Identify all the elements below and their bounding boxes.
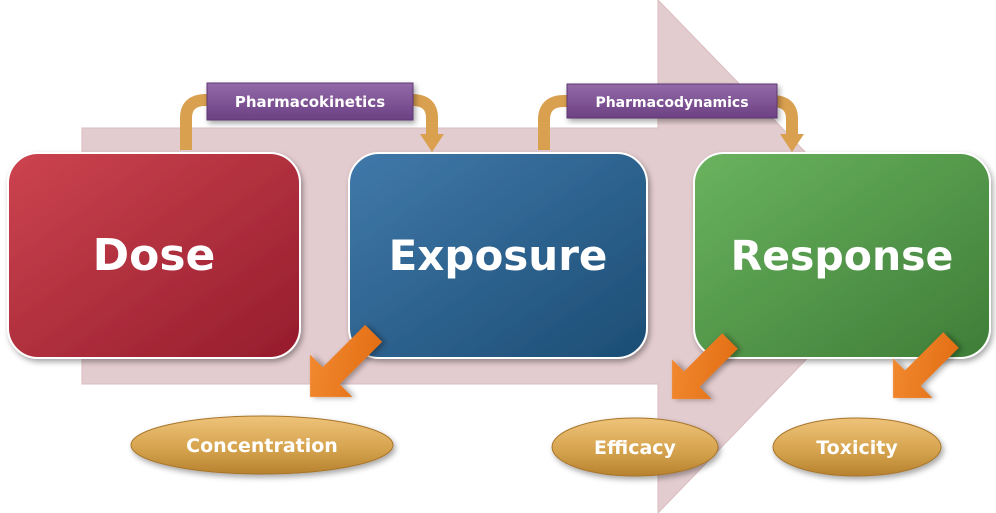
pharmacodynamics-label: Pharmacodynamics xyxy=(595,95,748,111)
response-box: Response xyxy=(693,152,991,359)
exposure-box: Exposure xyxy=(348,152,648,359)
toxicity-pointer-arrow xyxy=(893,332,959,398)
efficacy-pointer-arrow xyxy=(672,333,738,399)
concentration-oval: Concentration xyxy=(130,415,394,475)
pharmacodynamics-tag: Pharmacodynamics xyxy=(566,83,778,119)
pharmacokinetics-label: Pharmacokinetics xyxy=(235,93,385,111)
efficacy-oval: Efficacy xyxy=(551,417,719,477)
pharmacokinetics-tag: Pharmacokinetics xyxy=(206,82,414,121)
toxicity-oval: Toxicity xyxy=(772,417,942,477)
concentration-label: Concentration xyxy=(186,435,338,457)
concentration-pointer-arrow xyxy=(310,324,383,397)
response-label: Response xyxy=(731,232,954,280)
toxicity-label: Toxicity xyxy=(816,437,898,459)
dose-box: Dose xyxy=(7,152,301,359)
efficacy-label: Efficacy xyxy=(594,437,677,459)
dose-label: Dose xyxy=(93,230,216,281)
exposure-label: Exposure xyxy=(389,231,608,280)
